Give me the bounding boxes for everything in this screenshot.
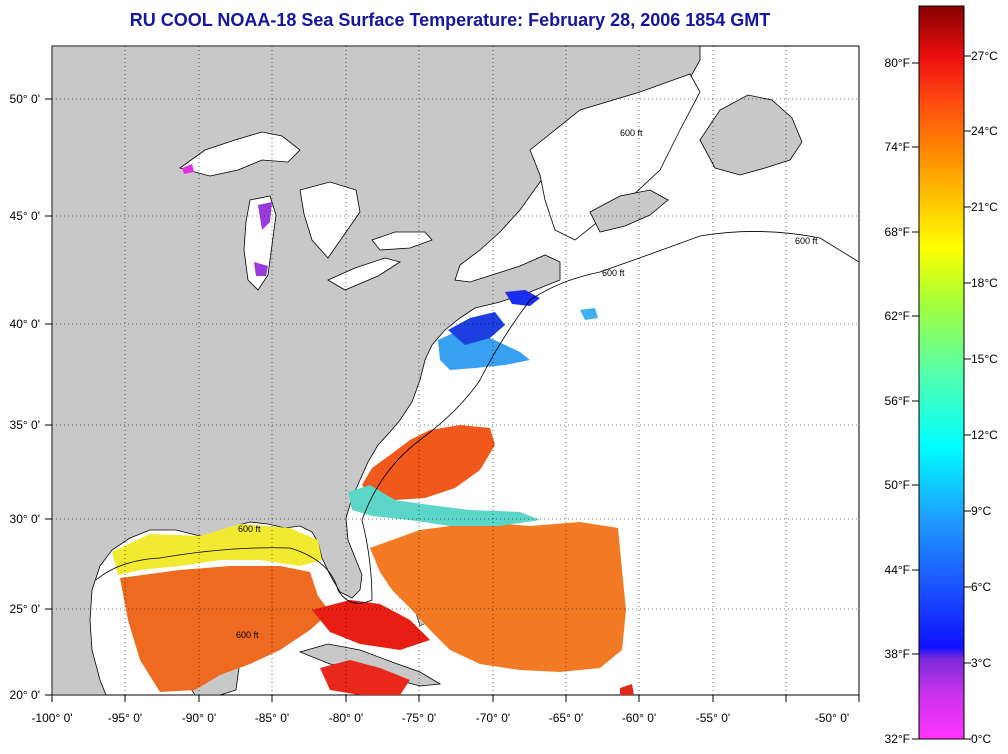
lon-label: -50° 0': [815, 711, 849, 725]
sst-east-patch: [620, 684, 634, 695]
f-label: 32°F: [885, 732, 910, 746]
sst-gulfstream-carolina: [362, 425, 495, 500]
c-label: 24°C: [971, 124, 998, 138]
c-label: 0°C: [971, 732, 991, 746]
lat-label: 35° 0': [10, 418, 40, 432]
lon-label: -75° 0': [402, 711, 436, 725]
lon-label: -60° 0': [622, 711, 656, 725]
isobath-label-florida: 600 ft: [236, 630, 259, 640]
f-label: 80°F: [885, 56, 910, 70]
colorbar-gradient: [918, 5, 965, 740]
isobath-label-maine: 600 ft: [620, 128, 643, 138]
c-label: 6°C: [971, 580, 991, 594]
lon-label: -85° 0': [255, 711, 289, 725]
f-label: 38°F: [885, 647, 910, 661]
land-newfoundland: [699, 94, 803, 176]
f-label: 56°F: [885, 394, 910, 408]
colorbar-f-ticks: [912, 55, 971, 740]
isobath-label-gulf: 600 ft: [238, 524, 261, 534]
lon-label: -70° 0': [476, 711, 510, 725]
sst-superior: [182, 164, 194, 174]
lon-label: -80° 0': [329, 711, 363, 725]
colorbar: 32°F 38°F 44°F 50°F 56°F 62°F 68°F 74°F …: [885, 5, 998, 746]
sst-data-overlay: [112, 164, 634, 695]
lon-label: -55° 0': [696, 711, 730, 725]
lat-label: 45° 0': [10, 209, 40, 223]
sst-michigan: [254, 202, 272, 276]
c-label: 27°C: [971, 49, 998, 63]
f-label: 50°F: [885, 478, 910, 492]
sst-atlantic-main: [370, 522, 626, 672]
colorbar-fahrenheit-labels: 32°F 38°F 44°F 50°F 56°F 62°F 68°F 74°F …: [885, 56, 910, 746]
gulf-st-lawrence: [529, 73, 701, 241]
sst-capecod: [505, 290, 540, 306]
lat-label: 30° 0': [10, 512, 40, 526]
lat-label: 20° 0': [10, 688, 40, 702]
isobath-label-nova-scotia: 600 ft: [602, 268, 625, 278]
colorbar-celsius-labels: 0°C 3°C 6°C 9°C 12°C 15°C 18°C 21°C 24°C…: [971, 49, 998, 746]
lon-labels: -100° 0' -95° 0' -90° 0' -85° 0' -80° 0'…: [31, 711, 849, 725]
c-label: 12°C: [971, 428, 998, 442]
c-label: 18°C: [971, 276, 998, 290]
lake-ontario: [371, 231, 433, 251]
c-label: 21°C: [971, 200, 998, 214]
sst-georges: [580, 308, 598, 320]
lat-label: 40° 0': [10, 317, 40, 331]
f-label: 62°F: [885, 309, 910, 323]
isobath-label-grand-banks: 600 ft: [795, 236, 818, 246]
sst-floridastraits: [312, 600, 430, 650]
lat-label: 50° 0': [10, 92, 40, 106]
sst-carolina-shelf: [348, 485, 540, 526]
c-label: 15°C: [971, 352, 998, 366]
f-label: 74°F: [885, 140, 910, 154]
c-label: 9°C: [971, 504, 991, 518]
lat-labels: 20° 0' 25° 0' 30° 0' 35° 0' 40° 0' 45° 0…: [10, 92, 40, 702]
lat-label: 25° 0': [10, 602, 40, 616]
f-label: 44°F: [885, 563, 910, 577]
lon-label: -95° 0': [108, 711, 142, 725]
land-nova-scotia: [589, 189, 669, 233]
map-title: RU COOL NOAA-18 Sea Surface Temperature:…: [129, 10, 771, 30]
lake-huron: [299, 181, 361, 259]
lon-label: -100° 0': [31, 711, 72, 725]
lon-label: -65° 0': [549, 711, 583, 725]
map-grid: [52, 46, 859, 695]
frame-ticks: [45, 98, 860, 702]
sst-gulf-northshelf: [112, 524, 322, 575]
f-label: 68°F: [885, 225, 910, 239]
c-label: 3°C: [971, 656, 991, 670]
lon-label: -90° 0': [182, 711, 216, 725]
sst-caribbean: [320, 660, 410, 695]
sst-gulf-main: [120, 566, 330, 692]
isobath-600ft: [95, 231, 859, 604]
lake-superior: [179, 131, 301, 177]
isobath-labels: 600 ft 600 ft 600 ft 600 ft 600 ft: [236, 128, 818, 640]
sst-newyork-bight: [448, 312, 505, 345]
